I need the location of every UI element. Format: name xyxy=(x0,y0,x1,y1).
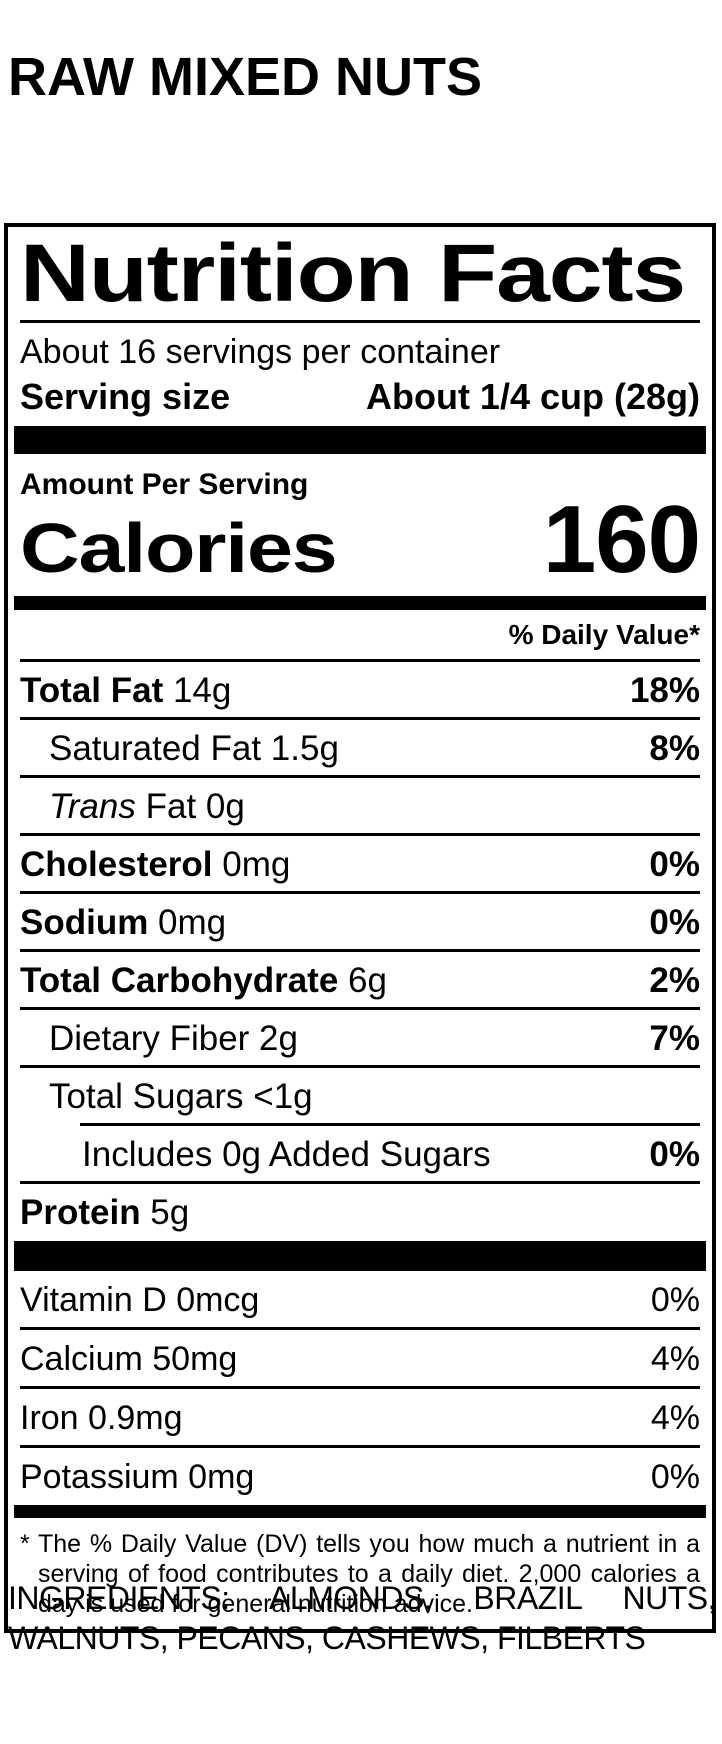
nutrient-label: Cholesterol 0mg xyxy=(20,847,290,882)
nutrient-percent: 0% xyxy=(649,903,700,943)
serving-size-value: About 1/4 cup (28g) xyxy=(365,375,700,417)
medium-separator-bar xyxy=(14,596,706,611)
calories-value: 160 xyxy=(542,486,701,594)
nutrition-facts-title-wrap: Nutrition Facts xyxy=(20,228,700,319)
nutrient-percent: 8% xyxy=(649,729,700,769)
nutrient-percent: 7% xyxy=(649,1019,700,1059)
nutrient-label-segment: Dietary Fiber 2g xyxy=(49,1019,298,1059)
serving-size-row: Serving size About 1/4 cup (28g) xyxy=(20,376,700,417)
nutrient-label-segment: Total Fat xyxy=(20,671,164,711)
ingredients-line-1: INGREDIENTS: ALMONDS, BRAZIL NUTS, xyxy=(8,1580,717,1616)
nutrient-label-segment: 6g xyxy=(338,961,387,1001)
nutrient-percent: 18% xyxy=(629,671,700,711)
nutrient-label: Sodium 0mg xyxy=(20,905,226,940)
nutrient-label-segment: Cholesterol xyxy=(20,845,213,885)
product-title: RAW MIXED NUTS xyxy=(8,47,483,107)
nutrient-row: Total Sugars <1g xyxy=(20,1068,700,1123)
vitamin-row: Potassium 0mg 0% xyxy=(20,1448,700,1504)
serving-size-label: Serving size xyxy=(20,375,231,417)
nutrient-percent: 0% xyxy=(649,1135,700,1175)
vitamin-percent: 4% xyxy=(650,1340,700,1379)
nutrient-row: Total Fat 14g 18% xyxy=(20,662,700,721)
calories-row: Calories 160 xyxy=(20,486,701,594)
vitamin-percent: 0% xyxy=(650,1458,700,1497)
nutrient-rows: Total Fat 14g 18% Saturated Fat 1.5g 8% Tran… xyxy=(20,662,700,1239)
nutrient-label-segment: Protein xyxy=(20,1193,141,1233)
nutrient-row: Trans Fat 0g xyxy=(20,778,700,837)
nutrient-label: Total Sugars <1g xyxy=(49,1079,313,1114)
nutrient-row: Saturated Fat 1.5g 8% xyxy=(20,720,700,779)
vitamin-rows: Vitamin D 0mcg 0% Calcium 50mg 4% Iron 0.9mg… xyxy=(20,1271,700,1504)
nutrient-label: Trans Fat 0g xyxy=(49,789,245,824)
footnote: * The % Daily Value (DV) tells you how m… xyxy=(20,1529,700,1619)
indented-rule xyxy=(80,1123,700,1127)
amount-per-serving-label: Amount Per Serving xyxy=(20,468,309,502)
nutrient-label-segment: Fat 0g xyxy=(135,787,245,827)
nutrient-label-segment: 0mg xyxy=(212,845,291,885)
nutrient-label: Protein 5g xyxy=(20,1195,189,1230)
vitamin-percent: 4% xyxy=(650,1399,700,1438)
vitamin-row: Vitamin D 0mcg 0% xyxy=(20,1271,700,1331)
nutrient-label-segment: 14g xyxy=(163,671,232,711)
footnote-text: The % Daily Value (DV) tells you how muc… xyxy=(38,1530,700,1619)
footnote-separator-bar xyxy=(14,1505,706,1519)
thick-separator-bar xyxy=(14,426,706,455)
nutrient-label-segment: Sodium xyxy=(20,903,149,943)
title-rule xyxy=(20,320,700,324)
nutrient-label-segment: Trans xyxy=(49,787,136,827)
vitamin-row: Iron 0.9mg 4% xyxy=(20,1389,700,1449)
nutrient-row: Includes 0g Added Sugars 0% xyxy=(20,1126,700,1185)
servings-per-container: About 16 servings per container xyxy=(20,333,501,372)
footnote-marker: * xyxy=(20,1530,30,1559)
ingredients-line-2: WALNUTS, PECANS, CASHEWS, FILBERTS xyxy=(8,1620,646,1656)
vitamin-percent: 0% xyxy=(650,1281,700,1320)
vitamin-label: Potassium 0mg xyxy=(20,1458,255,1497)
nutrient-label-segment: Total Sugars <1g xyxy=(49,1077,313,1117)
nutrient-label: Saturated Fat 1.5g xyxy=(49,731,339,766)
nutrient-label: Includes 0g Added Sugars xyxy=(82,1137,491,1172)
nutrient-label-segment: 5g xyxy=(140,1193,190,1233)
vitamin-label: Calcium 50mg xyxy=(20,1340,238,1379)
nutrient-percent: 2% xyxy=(649,961,700,1001)
nutrient-percent: 0% xyxy=(649,845,700,885)
nutrient-label-segment: Includes 0g Added Sugars xyxy=(82,1135,491,1175)
nutrient-row: Protein 5g xyxy=(20,1184,700,1239)
calories-label: Calories xyxy=(20,509,338,588)
vitamin-label: Iron 0.9mg xyxy=(20,1399,183,1438)
vitamin-label: Vitamin D 0mcg xyxy=(20,1281,260,1320)
nutrient-label-segment: 0mg xyxy=(148,903,227,943)
page: RAW MIXED NUTS Nutrition Facts About 16 … xyxy=(0,50,722,1744)
nutrient-row: Total Carbohydrate 6g 2% xyxy=(20,952,700,1011)
nutrition-facts-title: Nutrition Facts xyxy=(20,228,686,319)
nutrient-label: Total Fat 14g xyxy=(20,673,231,708)
nutrient-row: Sodium 0mg 0% xyxy=(20,894,700,953)
nutrient-label: Dietary Fiber 2g xyxy=(49,1021,298,1056)
ingredients: INGREDIENTS: ALMONDS, BRAZIL NUTS, WALNU… xyxy=(8,1578,717,1658)
thick-separator-bar-2 xyxy=(14,1241,706,1272)
nutrient-label: Total Carbohydrate 6g xyxy=(20,963,387,998)
nutrient-row: Dietary Fiber 2g 7% xyxy=(20,1010,700,1069)
nutrition-facts-panel: Nutrition Facts About 16 servings per co… xyxy=(4,223,716,1634)
nutrient-label-segment: Total Carbohydrate xyxy=(20,961,339,1001)
daily-value-header: % Daily Value* xyxy=(20,610,700,663)
nutrient-label-segment: Saturated Fat 1.5g xyxy=(49,729,339,769)
vitamin-row: Calcium 50mg 4% xyxy=(20,1330,700,1390)
nutrient-row: Cholesterol 0mg 0% xyxy=(20,836,700,895)
